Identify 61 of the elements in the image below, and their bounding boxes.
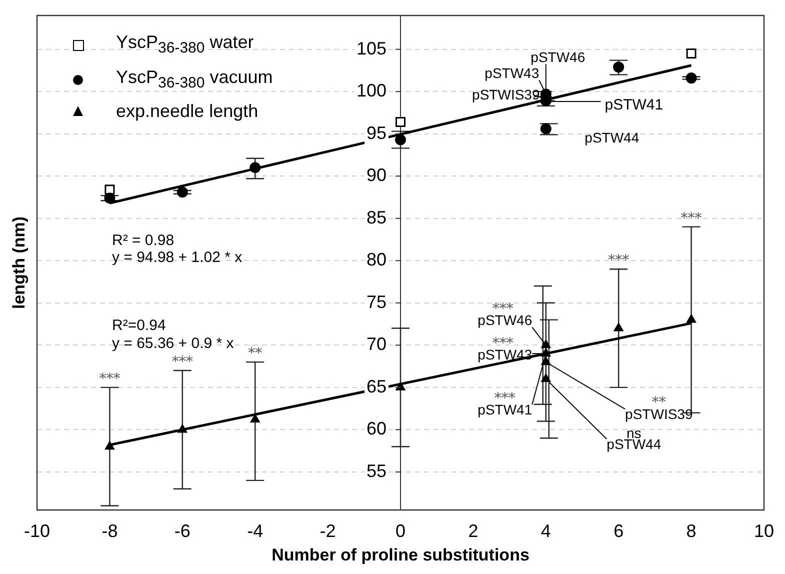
y-axis-title: length (nm): [10, 216, 29, 310]
point: [541, 373, 551, 382]
x-axis-title: Number of proline substitutions: [272, 545, 530, 564]
annotation: ***: [608, 252, 630, 269]
x-tick-label: -10: [24, 520, 50, 541]
point: [686, 48, 696, 59]
point: [250, 414, 260, 423]
point: [176, 186, 188, 198]
legend-label: YscP$_{36-380}$ water: [116, 31, 254, 59]
x-tick-label: -6: [174, 520, 190, 541]
annotation: y = 94.98 + 1.02 * x: [112, 249, 243, 266]
y-tick-label: 95: [366, 122, 386, 143]
legend-label: exp.needle length: [116, 100, 258, 124]
y-tick-label: 55: [366, 460, 386, 481]
annotation: R² = 0.98: [112, 232, 174, 249]
point: [614, 322, 624, 332]
point: [250, 162, 261, 174]
y-tick-label: 75: [366, 292, 386, 312]
annotation: pSTW43: [484, 64, 540, 81]
annotation: pSTW46: [478, 312, 532, 328]
annotation: pSTWIS39: [472, 86, 540, 102]
point: [540, 123, 552, 134]
point: [396, 117, 406, 127]
x-tick-label: -8: [102, 520, 118, 541]
x-tick-label: 10: [754, 520, 774, 541]
annotation: y = 65.36 + 0.9 * x: [112, 335, 234, 352]
y-tick-label: 105: [356, 38, 386, 58]
annotation: ***: [680, 210, 702, 226]
annotation: pSTW44: [584, 130, 640, 146]
y-tick-label: 60: [366, 418, 386, 439]
point: [104, 192, 116, 204]
annotation: pSTW41: [604, 96, 664, 114]
y-tick-label: 65: [366, 376, 386, 396]
legend-label: YscP$_{36-380}$ vacuum: [116, 66, 273, 94]
y-tick-label: 70: [366, 334, 386, 354]
annotation: pSTW46: [530, 48, 586, 65]
annotation: pSTW41: [478, 401, 532, 418]
annotation: ***: [99, 371, 120, 388]
point: [686, 314, 696, 323]
point: [686, 72, 697, 84]
x-tick-label: 0: [395, 520, 406, 541]
point: [541, 340, 551, 348]
point: [178, 424, 188, 433]
y-tick-label: 90: [366, 165, 386, 186]
y-tick-label: 80: [366, 250, 386, 270]
x-tick-label: 6: [614, 520, 624, 541]
x-tick-label: 2: [468, 520, 478, 541]
y-tick-label: 85: [366, 207, 386, 228]
x-tick-label: -2: [320, 520, 336, 541]
point: [396, 382, 406, 390]
annotation: ***: [172, 354, 193, 370]
annotation: pSTW43: [478, 346, 532, 362]
annotation: R²=0.94: [112, 317, 166, 334]
x-tick-label: 8: [686, 520, 696, 541]
point: [104, 441, 115, 450]
x-tick-label: -4: [247, 520, 264, 541]
x-tick-label: 4: [540, 520, 551, 541]
annotation: pSTWIS39: [625, 406, 693, 422]
y-tick-label: 100: [356, 80, 386, 101]
annotation: **: [248, 346, 262, 362]
point: [104, 184, 115, 195]
